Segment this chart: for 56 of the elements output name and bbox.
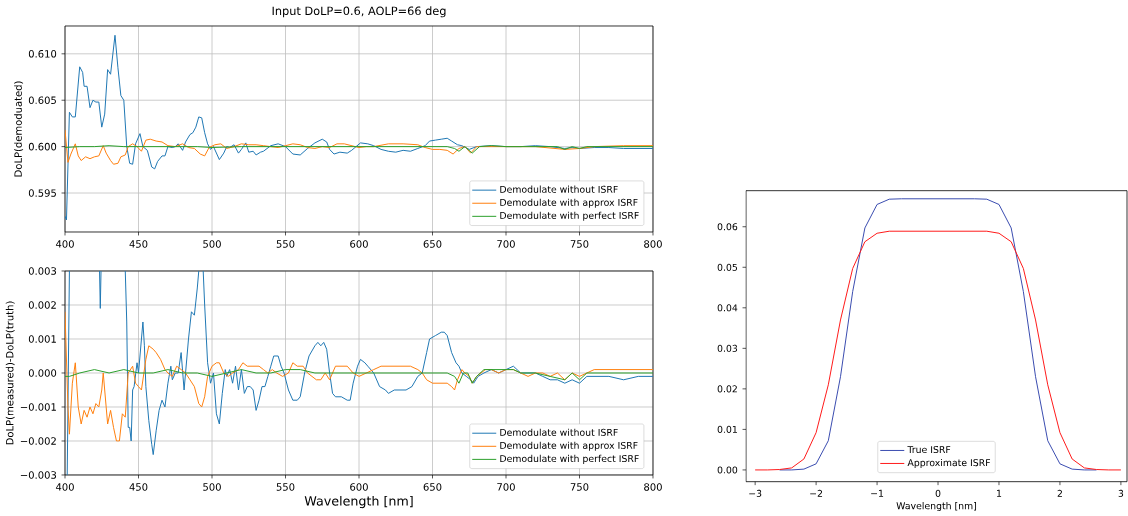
x-tick-label: −1: [871, 489, 884, 497]
x-tick-label: 450: [129, 483, 148, 491]
y-tick-label: −0.003: [20, 471, 57, 479]
x-tick-label: 750: [570, 483, 589, 491]
y-tick-label: 0.02: [717, 385, 737, 393]
y-tick-label: 0.06: [717, 223, 738, 231]
x-axis-title: Wavelength [nm]: [896, 502, 977, 512]
legend-label: Demodulate without ISRF: [500, 185, 618, 193]
x-tick-label: 500: [203, 240, 221, 248]
legend-label: Demodulate with approx ISRF: [500, 441, 638, 451]
x-tick-label: 550: [276, 483, 295, 491]
y-tick-label: −0.001: [20, 403, 56, 411]
y-tick-label: 0.600: [28, 142, 57, 151]
x-tick-label: 800: [644, 483, 662, 491]
legend-label: Demodulate with perfect ISRF: [500, 211, 639, 221]
x-tick-label: 750: [570, 240, 589, 248]
y-tick-label: 0.05: [717, 263, 738, 271]
x-tick-label: 3: [1118, 489, 1124, 497]
x-tick-label: −3: [749, 489, 762, 497]
x-tick-label: 650: [423, 483, 442, 491]
legend-label: Demodulate without ISRF: [500, 428, 618, 436]
x-axis-title: Wavelength [nm]: [304, 495, 413, 509]
x-tick-label: 0: [935, 489, 941, 497]
legend-label: Demodulate with perfect ISRF: [500, 454, 639, 464]
legend-label: Demodulate with approx ISRF: [500, 198, 638, 208]
y-tick-label: 0.03: [717, 344, 738, 352]
y-tick-label: 0.01: [717, 425, 737, 433]
x-tick-label: 2: [1057, 489, 1062, 497]
x-tick-label: 700: [497, 240, 515, 248]
x-tick-label: 600: [350, 483, 368, 491]
x-tick-label: 550: [276, 240, 295, 248]
x-tick-label: 400: [55, 483, 74, 491]
y-tick-label: −0.002: [20, 437, 56, 445]
x-tick-label: 800: [644, 240, 662, 248]
y-tick-label: 0.003: [28, 267, 57, 275]
x-tick-label: 700: [497, 483, 515, 491]
legend-label: Approximate ISRF: [907, 458, 991, 468]
y-tick-label: 0.00: [717, 466, 738, 474]
x-tick-label: 450: [129, 240, 148, 248]
y-tick-label: 0.000: [28, 369, 57, 377]
y-tick-label: 0.605: [28, 96, 56, 105]
y-tick-label: 0.04: [717, 304, 738, 312]
chart-title: Input DoLP=0.6, AOLP=66 deg: [272, 6, 446, 18]
y-tick-label: 0.595: [28, 189, 56, 197]
x-tick-label: −2: [810, 489, 823, 497]
y-tick-label: 0.001: [28, 335, 56, 343]
x-tick-label: 500: [203, 483, 221, 491]
x-tick-label: 400: [55, 240, 74, 248]
y-axis-title: DoLP(demoduated): [14, 81, 24, 177]
legend-label: True ISRF: [907, 446, 951, 454]
y-tick-label: 0.002: [28, 301, 56, 309]
x-tick-label: 1: [997, 489, 1002, 497]
x-tick-label: 650: [423, 240, 442, 248]
y-axis-title: DoLP(measured)-DoLP(truth): [5, 301, 15, 445]
y-tick-label: 0.610: [28, 50, 57, 58]
x-tick-label: 600: [350, 240, 368, 248]
